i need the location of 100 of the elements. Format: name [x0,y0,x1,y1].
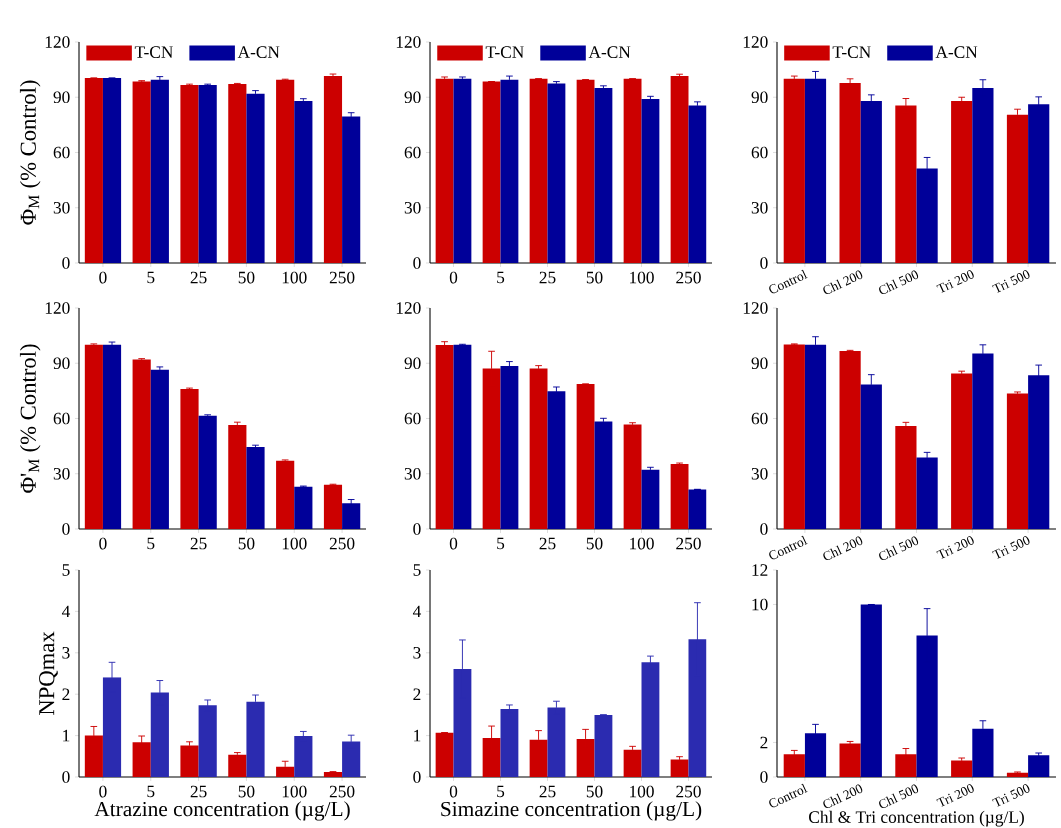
y-tick-label: 120 [45,302,70,314]
legend-label: T-CN [832,46,871,58]
x-tick-label: 250 [676,537,701,550]
y-tick-label: 10 [752,598,768,611]
y-tick-label: 120 [743,302,768,314]
legend-label: A-CN [237,46,280,58]
y-tick-label: 0 [413,771,421,783]
bar [594,88,613,263]
bar [453,668,472,777]
bar [342,116,361,263]
bar [246,447,265,529]
bar [435,78,454,263]
bar [804,344,827,529]
bar [895,105,917,263]
bar [84,78,103,263]
bar [641,99,660,263]
bar [323,484,343,529]
y-tick-label: 120 [396,302,421,314]
bar [323,76,343,263]
x-tick-label: 50 [238,537,255,550]
bar [342,741,361,777]
bar [951,373,973,529]
bar [623,424,642,529]
bar [670,76,689,263]
bar [276,79,295,263]
x-tick-label: 50 [586,537,603,550]
bar [951,760,973,777]
x-tick-label: 100 [282,785,307,798]
y-tick-label: 3 [62,646,70,659]
y-tick-label: 60 [751,146,768,159]
x-tick-label: 0 [449,537,458,550]
y-tick-label: 90 [404,91,421,104]
x-tick-label: 50 [586,271,603,284]
bar [132,359,151,529]
x-tick-label: 5 [497,537,505,550]
bar [84,344,103,529]
y-tick-label: 2 [760,736,768,749]
bar [783,754,805,777]
x-tick-label: 50 [238,785,255,798]
bar [180,85,199,263]
bar [688,105,707,263]
bar [276,460,295,529]
bar [500,79,519,263]
y-tick-label: 0 [760,523,768,535]
y-axis-title: Φ'$_{M}$ (% Control) [19,344,41,493]
bar [895,426,917,529]
bar [1028,104,1050,263]
y-tick-label: 30 [404,467,421,480]
bar [670,463,689,529]
bar [972,88,994,263]
bar [435,345,454,529]
bar [804,78,827,263]
y-tick-label: 0 [62,257,70,269]
x-tick-label: Chl 200 [823,270,863,295]
bar [198,85,217,263]
y-tick-label: 5 [413,564,421,576]
y-tick-label: 4 [61,605,71,618]
x-tick-label: 250 [676,271,701,284]
x-tick-label: 100 [282,271,307,284]
bar [576,384,595,529]
legend-label: A-CN [588,46,631,58]
bar [150,369,169,529]
bar [529,739,548,777]
bar [783,344,805,529]
bar [804,733,827,777]
legend-label: T-CN [134,46,174,58]
y-tick-label: 60 [53,412,70,425]
bar [529,78,548,263]
x-tick-label: Tri 500 [992,536,1030,559]
bar [1006,393,1029,529]
y-tick-label: 90 [751,357,768,370]
x-tick-label: 25 [539,537,556,550]
bar [228,83,247,263]
bar [547,391,566,529]
bar [102,344,122,529]
y-axis-title: Φ$_{M}$ (% Control) [19,80,41,225]
y-tick-label: 12 [752,564,768,576]
y-tick-label: 0 [413,523,421,535]
y-tick-label: 0 [62,523,70,535]
x-tick-label: Tri 500 [992,270,1030,293]
bar [276,766,295,777]
y-tick-label: 120 [743,36,768,48]
bar [198,705,217,777]
x-tick-label: 0 [449,785,458,798]
bar [860,100,882,263]
bar [102,78,122,263]
y-tick-label: 4 [412,605,422,618]
y-tick-label: 0 [413,257,421,269]
bar [972,728,994,777]
bar [783,78,805,263]
bar [180,389,199,529]
bar [246,701,265,777]
y-tick-label: 30 [53,201,70,214]
y-tick-label: 2 [413,688,421,700]
x-axis-title: Chl & Tri concentration (µg/L) [809,810,1024,827]
x-tick-label: 5 [147,537,155,550]
x-tick-label: 0 [99,537,107,550]
y-tick-label: 90 [53,357,70,370]
x-tick-label: 25 [539,271,556,284]
bar [132,742,151,777]
